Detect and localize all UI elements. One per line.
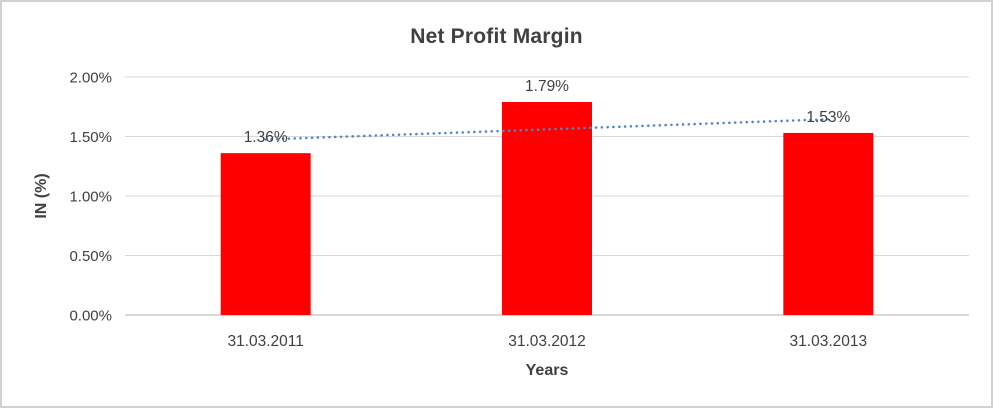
x-axis-category-label: 31.03.2012 <box>508 333 586 350</box>
y-axis-tick-label: 1.50% <box>69 129 112 146</box>
x-axis-category-label: 31.03.2013 <box>790 333 868 350</box>
bar-data-label: 1.53% <box>806 109 850 126</box>
bar-data-label: 1.36% <box>244 129 288 146</box>
y-axis-tick-label: 0.00% <box>69 308 112 325</box>
bar <box>783 132 874 315</box>
y-axis-tick-label: 0.50% <box>69 248 112 265</box>
bar <box>220 153 311 315</box>
x-axis-category-label: 31.03.2011 <box>227 333 303 350</box>
chart-title: Net Profit Margin <box>410 25 583 48</box>
y-axis-tick-label: 2.00% <box>69 70 112 87</box>
bar <box>502 101 592 316</box>
trendline <box>264 117 830 141</box>
bar-data-label: 1.79% <box>525 78 569 95</box>
y-axis-title: IN (%) <box>33 173 50 219</box>
x-axis-title: Years <box>525 362 569 379</box>
y-axis-tick-label: 1.00% <box>69 189 112 206</box>
